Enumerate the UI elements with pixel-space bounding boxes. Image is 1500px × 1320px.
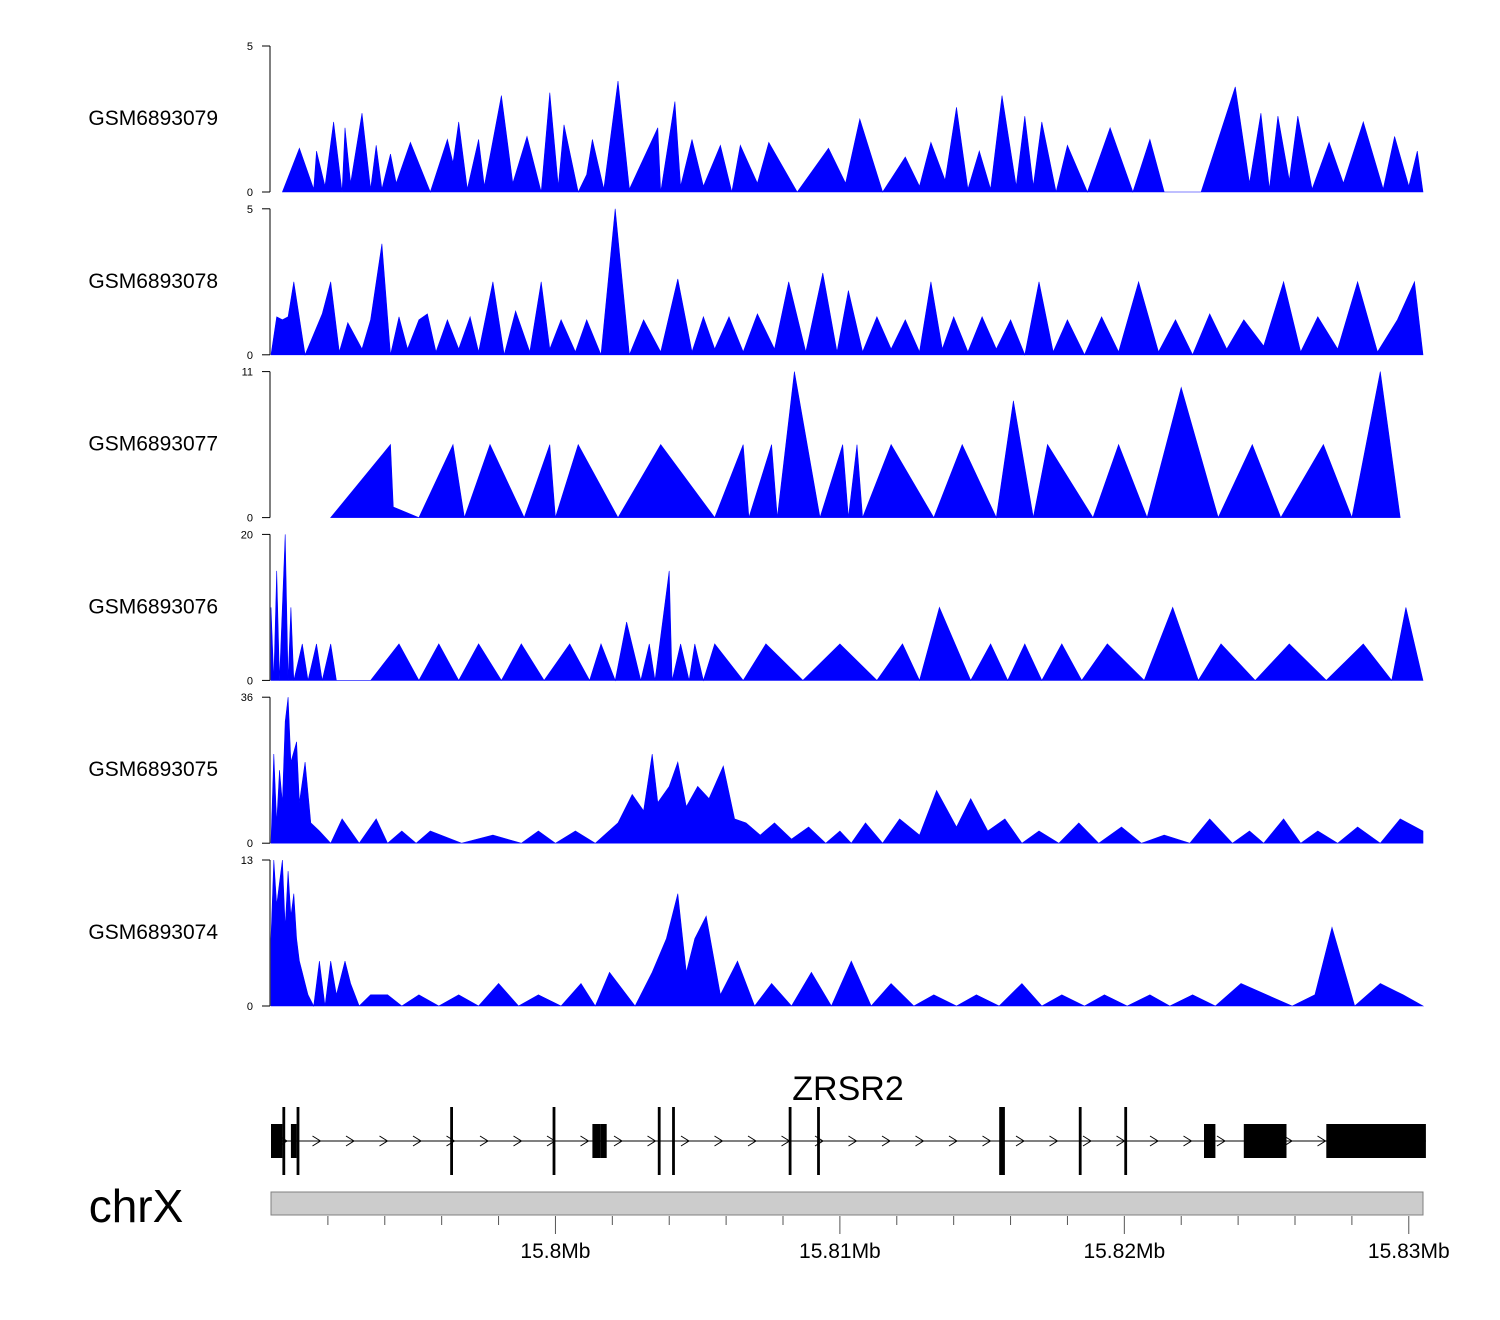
y-tick-label-max: 20	[241, 529, 253, 541]
exon-block	[999, 1107, 1005, 1175]
strand-arrow	[1082, 1135, 1092, 1147]
y-tick-label-max: 13	[241, 855, 253, 867]
strand-arrow	[1049, 1135, 1059, 1147]
coverage-area	[270, 697, 1424, 844]
track-GSM6893078: GSM6893078 5 0	[88, 204, 1424, 362]
coverage-tracks: GSM689307950GSM689307850GSM6893077110GSM…	[88, 41, 1425, 1013]
strand-arrow	[747, 1135, 757, 1147]
strand-arrow	[412, 1135, 422, 1147]
x-tick-label: 15.83Mb	[1368, 1240, 1450, 1263]
strand-arrow	[1317, 1135, 1327, 1147]
strand-arrow	[647, 1135, 657, 1147]
exon-block	[1124, 1107, 1128, 1175]
track-label: GSM6893075	[88, 758, 218, 781]
track-label: GSM6893076	[88, 595, 218, 618]
strand-arrow	[948, 1135, 958, 1147]
coverage-area	[281, 80, 1424, 193]
exon-block	[601, 1124, 607, 1158]
exon-block	[1326, 1124, 1426, 1158]
track-GSM6893077: GSM6893077 11 0	[88, 367, 1401, 525]
track-label: GSM6893077	[88, 433, 218, 456]
strand-arrow	[848, 1135, 858, 1147]
exon-block	[817, 1107, 820, 1175]
strand-arrow	[580, 1135, 590, 1147]
exon-block	[1204, 1124, 1216, 1158]
x-tick-label: 15.8Mb	[520, 1240, 590, 1263]
strand-arrow	[479, 1135, 489, 1147]
exon-block	[271, 1124, 283, 1158]
y-tick-label-min: 0	[247, 350, 253, 362]
gene-model: ZRSR2	[271, 1070, 1426, 1175]
track-label: GSM6893078	[88, 270, 218, 293]
gene-name-label: ZRSR2	[792, 1070, 903, 1108]
strand-arrow	[446, 1135, 456, 1147]
y-tick-label-min: 0	[247, 513, 253, 525]
strand-arrow	[513, 1135, 523, 1147]
x-tick-label: 15.82Mb	[1083, 1240, 1165, 1263]
chromosome-label: chrX	[89, 1180, 184, 1232]
exon-block	[296, 1107, 300, 1175]
strand-arrow	[1149, 1135, 1159, 1147]
coverage-area	[270, 534, 1424, 682]
track-GSM6893079: GSM6893079 5 0	[88, 41, 1424, 199]
exon-block	[290, 1124, 297, 1158]
exon-block	[1243, 1124, 1287, 1158]
chromosome-ideogram: chrX	[89, 1180, 1424, 1232]
strand-arrow	[982, 1135, 992, 1147]
strand-arrow	[1216, 1135, 1226, 1147]
strand-arrow	[379, 1135, 389, 1147]
track-GSM6893074: GSM6893074 13 0	[88, 855, 1425, 1013]
track-GSM6893075: GSM6893075 36 0	[88, 692, 1424, 850]
y-tick-label-max: 5	[247, 204, 253, 216]
strand-arrow	[881, 1135, 891, 1147]
track-label: GSM6893079	[88, 107, 218, 130]
strand-arrow	[680, 1135, 690, 1147]
strand-arrow	[613, 1135, 623, 1147]
track-GSM6893076: GSM6893076 20 0	[88, 529, 1424, 687]
y-tick-label-min: 0	[247, 1001, 253, 1013]
y-tick-label-max: 11	[242, 367, 253, 379]
y-tick-label-max: 36	[241, 692, 253, 704]
coverage-area	[270, 208, 1424, 356]
chromosome-bar	[270, 1191, 1424, 1216]
x-tick-label: 15.81Mb	[799, 1240, 881, 1263]
exon-block	[282, 1107, 286, 1175]
strand-arrow	[1183, 1135, 1193, 1147]
strand-arrow	[1015, 1135, 1025, 1147]
y-tick-label-max: 5	[247, 41, 253, 53]
exon-block	[672, 1107, 675, 1175]
y-tick-label-min: 0	[247, 187, 253, 199]
strand-arrow	[345, 1135, 355, 1147]
strand-arrow	[915, 1135, 925, 1147]
coverage-area	[330, 371, 1401, 519]
exon-block	[552, 1107, 556, 1175]
strand-arrow	[1283, 1135, 1293, 1147]
y-tick-label-min: 0	[247, 838, 253, 850]
exon-block	[592, 1124, 601, 1158]
exon-block	[1078, 1107, 1082, 1175]
y-tick-label-min: 0	[247, 675, 253, 687]
strand-arrow	[714, 1135, 724, 1147]
exon-block	[450, 1107, 453, 1175]
coverage-area	[270, 859, 1425, 1008]
genomic-axis: 15.8Mb 15.81Mb 15.82Mb 15.83Mb	[327, 1216, 1450, 1263]
track-label: GSM6893074	[88, 921, 218, 944]
strand-arrow	[312, 1135, 322, 1147]
exon-block	[788, 1107, 792, 1175]
exon-block	[657, 1107, 661, 1175]
